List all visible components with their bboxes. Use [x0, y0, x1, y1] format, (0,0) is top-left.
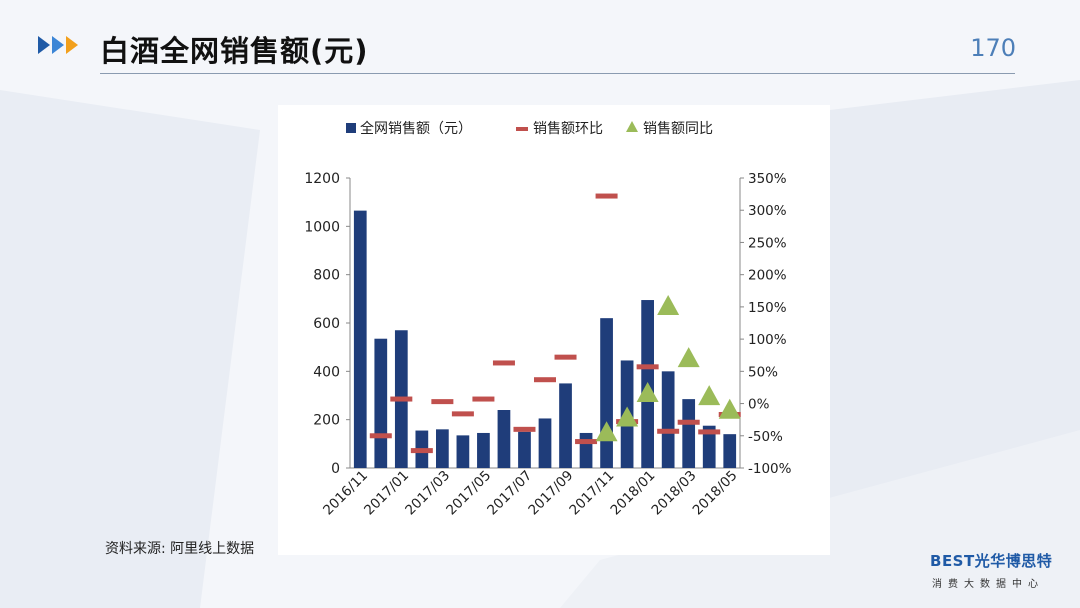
yoy-triangle-marker: [698, 385, 721, 406]
left-tick-label: 600: [313, 316, 340, 332]
logo-letter: B: [930, 552, 942, 570]
data-source-note: 资料来源: 阿里线上数据: [105, 541, 255, 557]
chevron-arrows-icon: [38, 36, 78, 54]
logo-wordmark: BEST光华博思特: [930, 550, 1060, 571]
bar: [456, 435, 470, 468]
right-tick-label: 50%: [748, 364, 778, 380]
legend-bar-label: 全网销售额（元）: [360, 120, 472, 137]
mom-dash-marker: [431, 399, 454, 405]
mom-dash-marker: [636, 364, 659, 370]
left-tick-label: 1000: [304, 219, 340, 235]
logo-subtitle: 消费大数据中心: [932, 579, 1044, 590]
left-tick-label: 200: [313, 413, 340, 429]
mom-dash-marker: [677, 419, 700, 425]
slide-header: 白酒全网销售额(元) 170: [0, 0, 1080, 78]
header-divider: [100, 73, 1015, 74]
combo-chart: 全网销售额（元） 销售额环比 销售额同比 0 200 400 600 800 1000 1200…: [304, 120, 792, 519]
yoy-triangle-marker: [677, 347, 700, 368]
mom-dash-marker: [657, 428, 680, 434]
mom-dash-marker: [534, 377, 556, 383]
right-tick-label: 250%: [748, 235, 787, 251]
legend-mom-swatch: [516, 127, 528, 131]
bar: [559, 383, 572, 468]
right-tick-label: 300%: [748, 203, 787, 219]
bar: [600, 318, 613, 468]
bar: [477, 432, 490, 468]
left-tick-label: 800: [313, 268, 340, 284]
bar: [374, 338, 388, 468]
left-tick-label: 400: [313, 364, 340, 380]
right-tick-label: -100%: [748, 461, 792, 477]
mom-dash-marker: [575, 439, 598, 445]
yoy-triangle-marker: [718, 398, 741, 419]
mom-dash-marker: [698, 429, 721, 435]
bar: [702, 425, 716, 468]
bar: [579, 432, 593, 468]
yoy-triangle-marker: [616, 406, 639, 427]
mom-dash-marker: [595, 193, 618, 199]
mom-dash-marker: [513, 426, 536, 432]
bar: [661, 371, 675, 468]
mom-dash-marker: [369, 433, 392, 439]
right-tick-label: -50%: [748, 429, 783, 445]
mom-dash-marker: [390, 396, 413, 402]
left-tick-label: 1200: [304, 171, 340, 187]
x-tick-label: 2018/05: [690, 468, 741, 519]
bar: [723, 434, 737, 468]
bar: [436, 429, 449, 468]
chart-legend: 全网销售额（元） 销售额环比 销售额同比: [346, 120, 713, 137]
bar: [538, 418, 552, 468]
bar: [353, 210, 367, 468]
logo-name: EST光华博思特: [941, 552, 1053, 570]
legend-bar-swatch: [346, 123, 356, 133]
bar: [682, 399, 696, 468]
chart-card: 全网销售额（元） 销售额环比 销售额同比 0 200 400 600 800 1000 1200…: [278, 105, 830, 555]
left-tick-label: 0: [331, 461, 340, 477]
page-title: 白酒全网销售额(元): [100, 34, 369, 68]
company-logo: BEST光华博思特 消费大数据中心: [930, 550, 1060, 598]
yoy-triangle-marker: [636, 381, 659, 402]
bar: [518, 431, 531, 468]
right-tick-label: 150%: [748, 300, 787, 316]
yoy-triangle-marker: [595, 421, 618, 442]
yoy-triangle-marker: [657, 294, 680, 315]
mom-dash-marker: [410, 448, 433, 454]
mom-dash-marker: [554, 354, 577, 360]
mom-dash-marker: [492, 360, 515, 366]
right-tick-label: 0%: [748, 397, 770, 413]
right-tick-label: 200%: [748, 268, 787, 284]
mom-dash-marker: [472, 396, 495, 402]
mom-dash-marker: [451, 411, 474, 417]
page-number: 170: [970, 34, 1016, 62]
legend-yoy-label: 销售额同比: [643, 121, 713, 137]
right-tick-label: 100%: [748, 332, 787, 348]
legend-yoy-swatch: [626, 121, 638, 132]
yoy-series: [595, 294, 741, 442]
bar: [497, 410, 511, 468]
right-tick-label: 350%: [748, 171, 787, 187]
legend-mom-label: 销售额环比: [533, 121, 603, 137]
